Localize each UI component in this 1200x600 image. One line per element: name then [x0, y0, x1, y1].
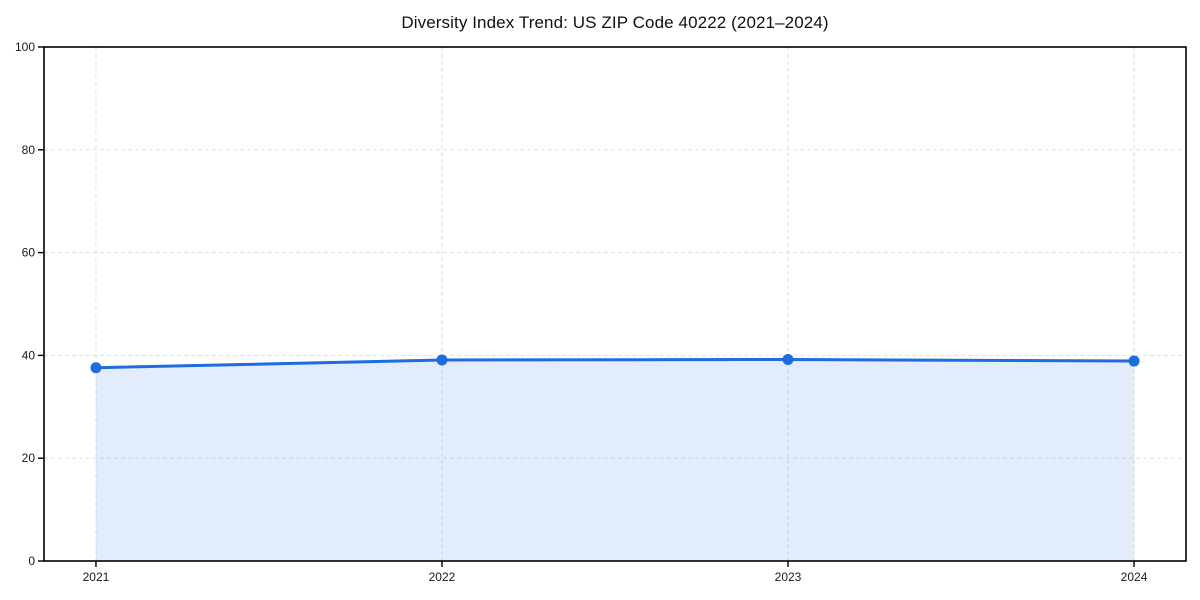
y-tick-label: 0 [28, 554, 35, 568]
area-fill [95, 359, 1135, 561]
data-point-2022 [436, 354, 448, 366]
y-tick-label: 80 [22, 143, 36, 157]
data-point-2023 [782, 354, 794, 366]
data-point-2021 [90, 362, 102, 374]
y-tick-label: 100 [15, 40, 35, 54]
x-tick-label: 2022 [429, 570, 456, 584]
x-tick-label: 2021 [83, 570, 110, 584]
y-tick-label: 40 [22, 348, 36, 362]
plot-border [43, 46, 1187, 562]
x-tick-label: 2023 [775, 570, 802, 584]
chart-title: Diversity Index Trend: US ZIP Code 40222… [401, 13, 829, 32]
trend-line [94, 358, 1136, 370]
x-tick-label: 2024 [1121, 570, 1148, 584]
data-point-2024 [1128, 355, 1140, 367]
y-tick-label: 20 [22, 451, 36, 465]
y-tick-label: 60 [22, 246, 36, 260]
